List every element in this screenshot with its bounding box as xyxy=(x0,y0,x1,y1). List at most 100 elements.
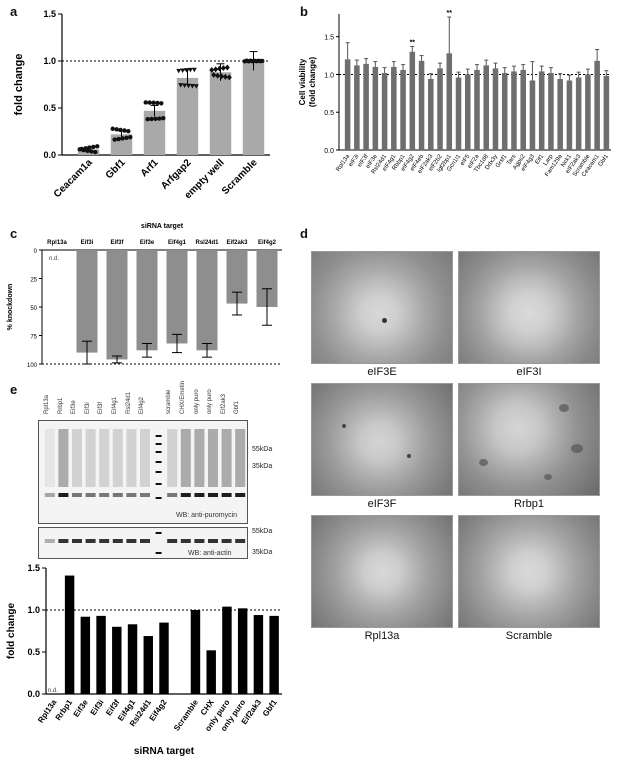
data-point xyxy=(176,68,182,74)
bar xyxy=(222,606,232,694)
ladder-band xyxy=(155,443,162,445)
bar xyxy=(492,68,499,150)
ladder-band xyxy=(155,483,162,485)
bar xyxy=(64,575,75,694)
micrograph-rrbp1 xyxy=(458,383,600,496)
lane-label: Eif3e xyxy=(71,400,78,414)
lane-band xyxy=(72,493,82,497)
y-tick-label: 0.5 xyxy=(27,647,40,657)
not-determined-label: n.d. xyxy=(48,688,58,694)
panel-letter-b: b xyxy=(300,4,308,19)
bar xyxy=(446,53,453,150)
lane-band xyxy=(194,493,205,497)
x-tick-label: Eif3i xyxy=(81,240,94,246)
data-point xyxy=(87,145,92,150)
data-point xyxy=(224,64,230,71)
micrograph-eif3f xyxy=(311,383,453,496)
data-point xyxy=(178,83,184,88)
y-axis-label: % knockdown xyxy=(7,284,14,331)
kda-marker: 35kDa xyxy=(252,463,273,470)
lane-band xyxy=(58,493,69,497)
bar xyxy=(76,250,98,353)
lane-smear xyxy=(208,429,218,487)
x-tick-label: Eif3e xyxy=(72,698,91,719)
data-point xyxy=(85,148,90,153)
data-point xyxy=(126,128,131,134)
y-tick-label: 75 xyxy=(30,335,37,341)
bar xyxy=(354,65,360,150)
panel-letter-d: d xyxy=(300,226,308,241)
lane-smear xyxy=(112,429,123,487)
y-tick-label: 0.0 xyxy=(43,150,56,160)
lane-band xyxy=(208,493,218,497)
bar xyxy=(143,110,166,155)
lane-label: only puro xyxy=(207,389,214,414)
data-point xyxy=(226,74,232,81)
bar xyxy=(501,72,508,150)
bar xyxy=(603,75,610,150)
data-point xyxy=(155,100,160,106)
x-tick-label: Rrbp1 xyxy=(54,698,75,723)
lane-band xyxy=(140,493,150,497)
lane-band xyxy=(221,493,232,497)
actin-band xyxy=(221,539,232,543)
x-tick-label: Eif4g2 xyxy=(258,240,277,246)
lane-smear xyxy=(235,429,246,487)
dark-spot-icon xyxy=(342,424,346,428)
not-determined-label: n.d. xyxy=(49,256,59,262)
actin-band xyxy=(126,539,137,543)
data-point xyxy=(209,66,215,73)
data-point xyxy=(217,65,223,72)
dark-spot-icon xyxy=(407,454,411,458)
ladder-band xyxy=(155,435,162,437)
micrograph-caption: eIF3I xyxy=(516,366,542,378)
actin-band xyxy=(194,539,205,543)
actin-band xyxy=(180,539,191,543)
data-point xyxy=(143,100,148,105)
x-tick-label: Eif4g1 xyxy=(168,240,187,246)
x-tick-label: Rpl13a xyxy=(36,698,59,725)
bar xyxy=(242,61,265,155)
y-tick-label: 1.5 xyxy=(324,35,334,42)
data-point xyxy=(145,116,150,122)
data-point xyxy=(89,149,94,154)
bar xyxy=(80,616,91,694)
y-tick-label: 1.0 xyxy=(324,72,334,79)
dark-spot-icon xyxy=(544,474,552,480)
y-tick-label: 0.5 xyxy=(324,110,334,117)
actin-band xyxy=(112,539,123,543)
y-tick-label: 1.0 xyxy=(43,56,56,66)
data-point xyxy=(110,126,115,131)
bar xyxy=(237,608,248,694)
panel-letter-a: a xyxy=(10,4,18,19)
lane-label: only puro xyxy=(193,389,200,414)
actin-band xyxy=(99,539,110,543)
actin-band xyxy=(140,539,150,543)
data-point xyxy=(149,116,154,122)
micrograph-caption: Scramble xyxy=(505,630,553,642)
actin-band xyxy=(72,539,82,543)
data-point xyxy=(128,134,133,140)
bar xyxy=(566,80,573,150)
bar xyxy=(127,624,138,694)
ladder-band xyxy=(155,552,162,554)
bar xyxy=(594,60,600,150)
bar xyxy=(226,250,248,304)
ladder-band xyxy=(155,471,162,473)
micrograph-caption: eIF3E xyxy=(367,366,397,378)
bar xyxy=(381,72,388,150)
data-point xyxy=(118,127,123,133)
bar xyxy=(206,650,216,694)
y-tick-label: 25 xyxy=(30,278,37,284)
data-point xyxy=(185,83,191,89)
ladder-band xyxy=(155,532,162,534)
x-tick-label: Rpl13a xyxy=(47,240,67,246)
x-tick-label: Eif4g2 xyxy=(147,698,168,723)
bar xyxy=(372,66,379,150)
lane-smear xyxy=(194,429,205,487)
x-tick-label: Arf1 xyxy=(139,157,161,179)
x-tick-label: Gbf1 xyxy=(261,698,279,719)
bar xyxy=(253,615,264,694)
bar xyxy=(483,65,490,150)
ladder-band xyxy=(155,497,162,499)
